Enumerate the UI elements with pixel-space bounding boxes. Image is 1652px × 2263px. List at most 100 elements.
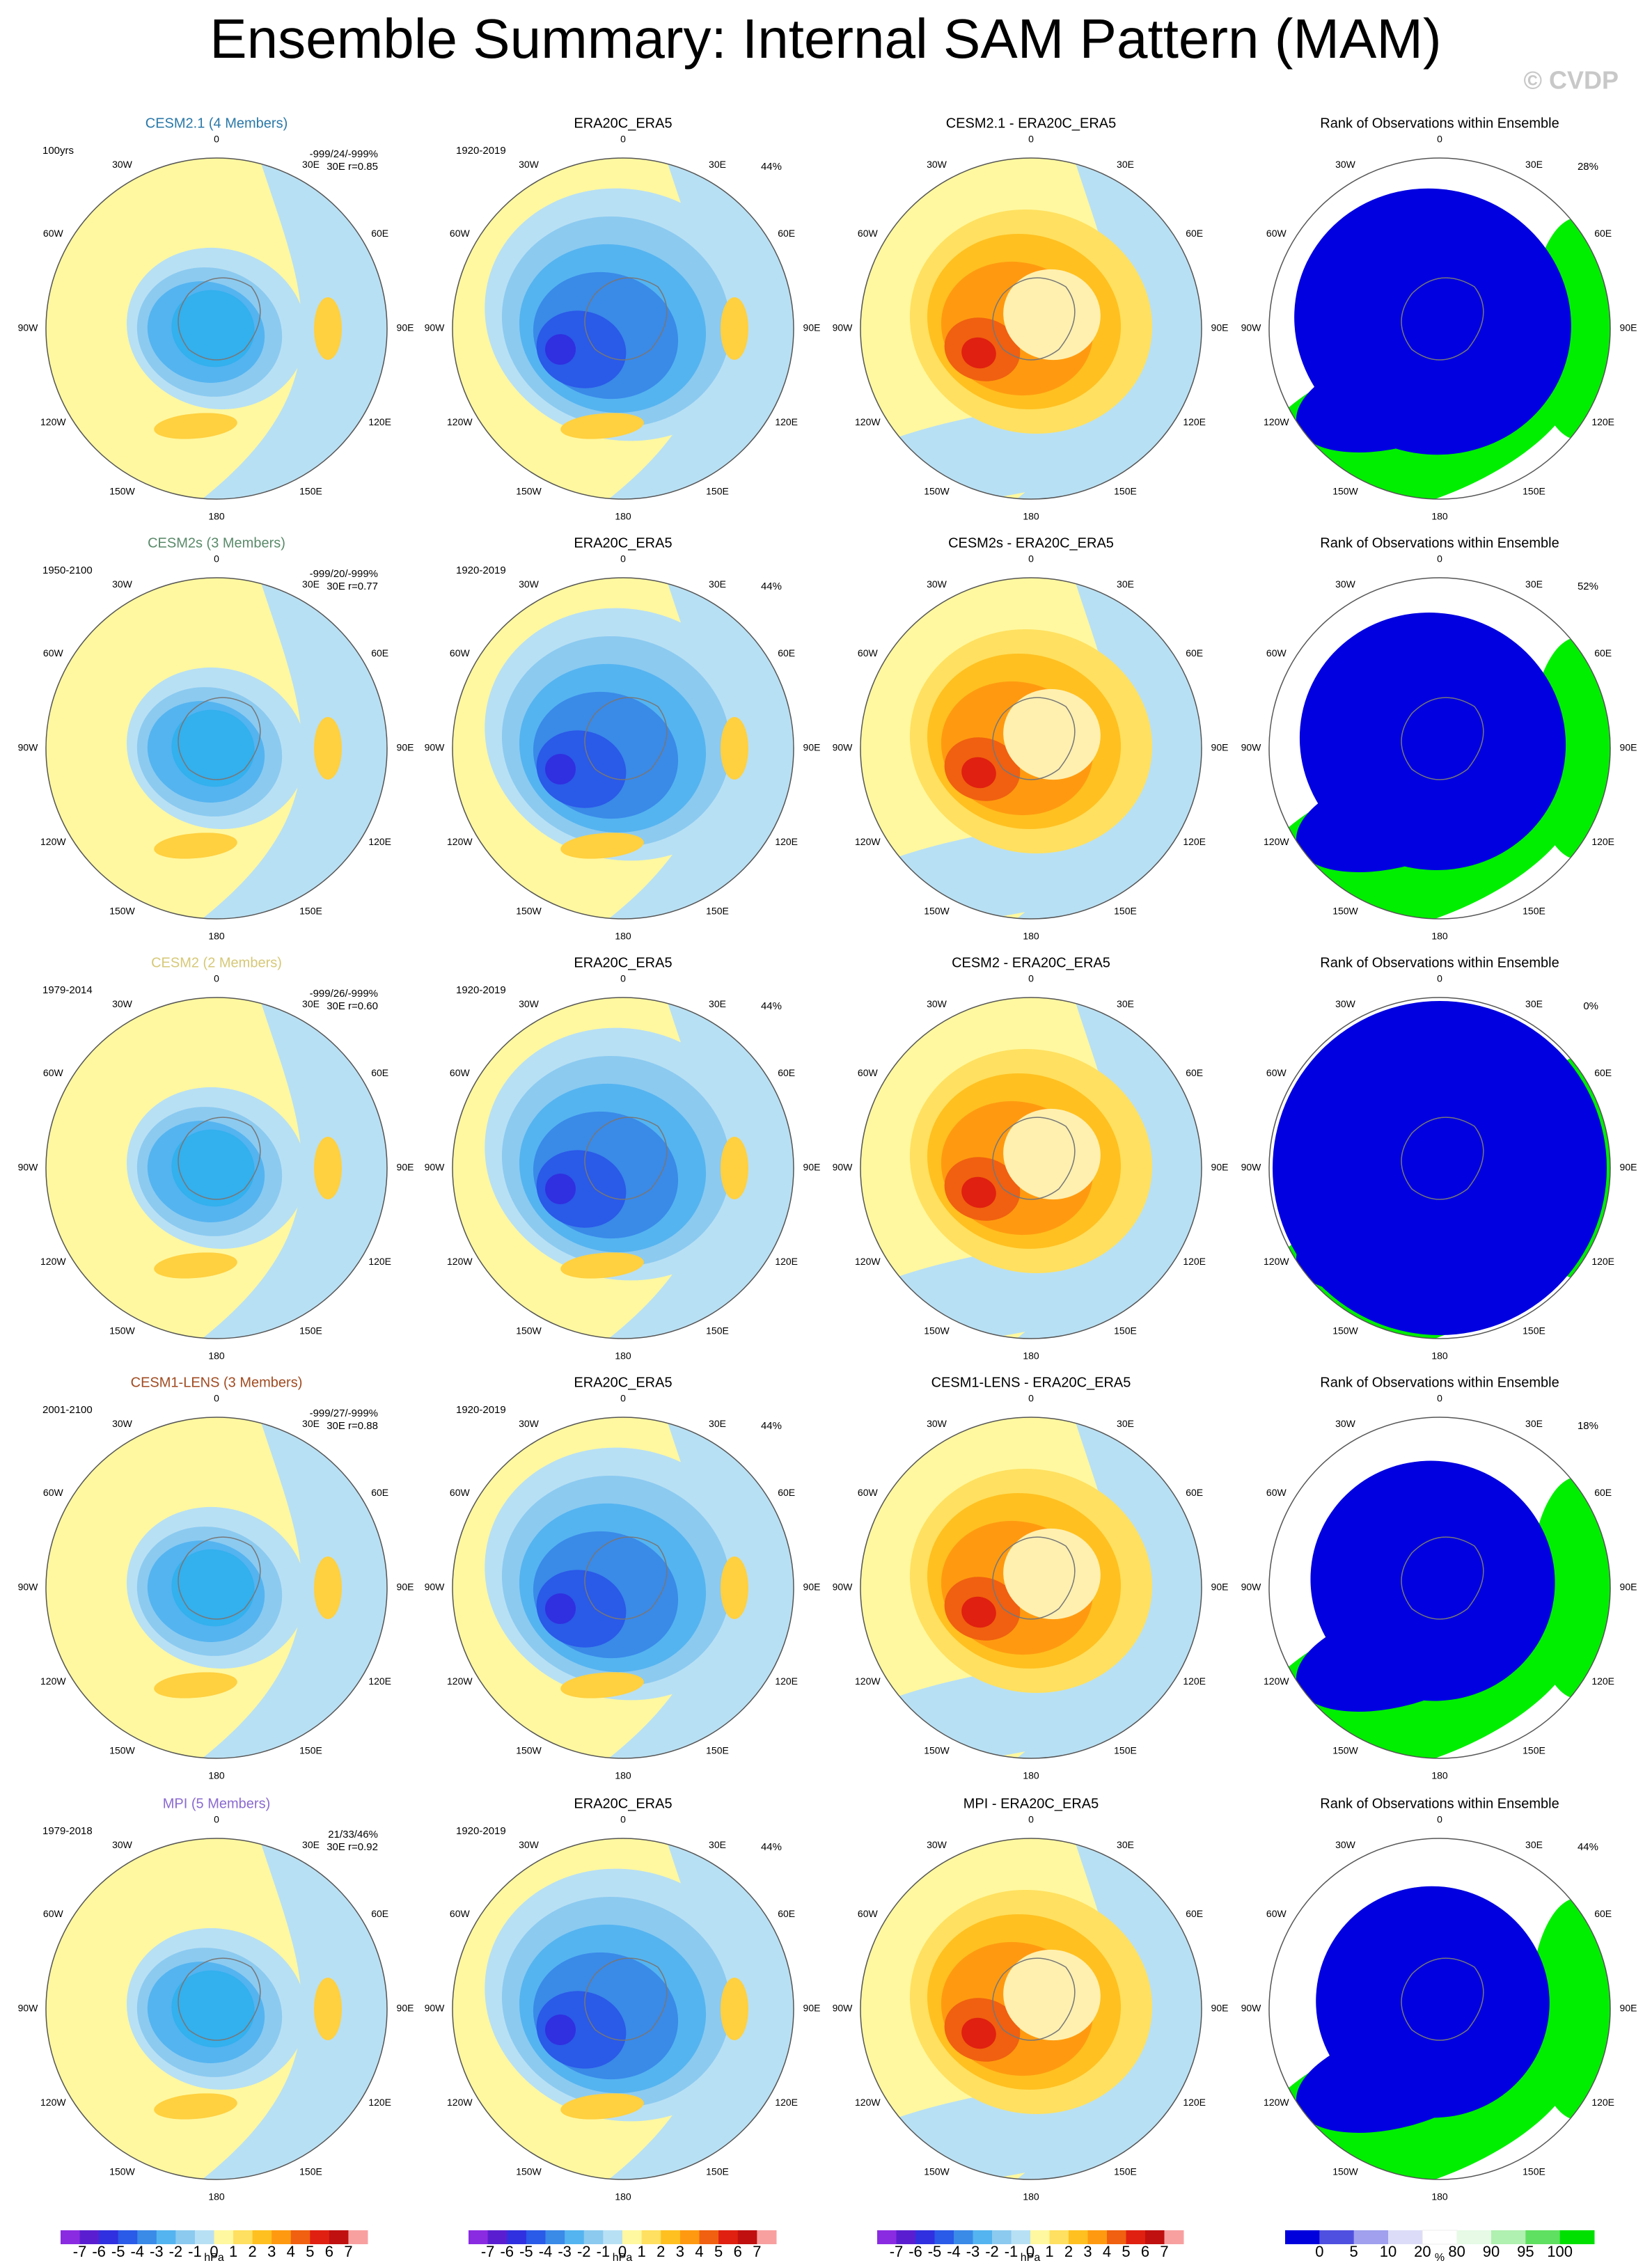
colorbar-label: -3	[150, 2243, 164, 2260]
longitude-label: 120E	[1183, 1256, 1206, 1267]
longitude-label: 120E	[1183, 836, 1206, 847]
longitude-label: 150E	[1523, 1325, 1545, 1336]
longitude-label: 120W	[1264, 1675, 1289, 1687]
longitude-label: 150W	[109, 905, 135, 916]
colorbar-box	[79, 2230, 100, 2244]
period-label: 2001-2100	[42, 1404, 93, 1416]
contour	[1003, 1949, 1101, 2041]
longitude-label: 120E	[368, 2097, 391, 2108]
contour	[545, 2014, 576, 2045]
colorbar-box	[507, 2230, 527, 2244]
colorbar-unit: hPa	[1021, 2252, 1041, 2263]
colorbar-label: 10	[1380, 2243, 1397, 2260]
colorbar-box	[61, 2230, 81, 2244]
longitude-label: 150W	[109, 1325, 135, 1336]
colorbar-label: 5	[1350, 2243, 1358, 2260]
contour	[595, 1838, 794, 2179]
colorbar-label: 3	[676, 2243, 684, 2260]
longitude-label: 90W	[833, 742, 853, 753]
colorbar-box	[603, 2230, 623, 2244]
colorbar-box	[757, 2230, 777, 2244]
map-border	[860, 1417, 1202, 1759]
longitude-label: 30E	[1117, 578, 1134, 590]
longitude-label: 0	[1028, 134, 1034, 145]
longitude-label: 30E	[1525, 998, 1543, 1009]
colorbar-box	[214, 2230, 234, 2244]
period-label: 1920-2019	[456, 565, 506, 576]
corr-label: 30E r=0.77	[327, 581, 378, 592]
contour	[595, 998, 794, 1339]
map-border	[1268, 997, 1611, 1339]
pct-label: 28%	[1578, 161, 1598, 173]
contour	[961, 2017, 996, 2049]
longitude-label: 30W	[927, 1839, 947, 1850]
colorbar-box	[290, 2230, 310, 2244]
contour	[961, 757, 996, 789]
contour	[961, 1176, 996, 1208]
coastline	[584, 1117, 668, 1200]
longitude-label: 90W	[833, 1162, 853, 1173]
contour	[171, 1129, 255, 1207]
contour	[1273, 1001, 1607, 1335]
longitude-label: 30W	[519, 998, 540, 1009]
longitude-label: 180	[1023, 1350, 1039, 1362]
longitude-label: 150E	[1523, 905, 1545, 916]
longitude-label: 120W	[447, 2097, 473, 2108]
colorbar-label: -1	[1005, 2243, 1018, 2260]
longitude-label: 0	[620, 973, 626, 984]
colorbar-label: 95	[1517, 2243, 1534, 2260]
longitude-label: 120W	[1264, 836, 1289, 847]
longitude-label: 60E	[1186, 1487, 1203, 1498]
contour	[595, 1417, 794, 1758]
longitude-label: 120E	[368, 1256, 391, 1267]
colorbar-label: 1	[638, 2243, 646, 2260]
contour	[545, 754, 576, 784]
longitude-label: 90E	[1211, 742, 1229, 753]
longitude-label: 120E	[1591, 416, 1614, 427]
longitude-label: 30E	[709, 1839, 726, 1850]
map	[1269, 158, 1610, 499]
period-label: 1920-2019	[456, 1825, 506, 1837]
colorbar-label: 7	[753, 2243, 761, 2260]
map-border	[1268, 1838, 1611, 2180]
longitude-label: 90E	[1211, 1582, 1229, 1593]
colorbar-box	[99, 2230, 119, 2244]
longitude-label: 0	[1437, 1814, 1442, 1825]
longitude-label: 180	[615, 1770, 631, 1781]
contour	[1003, 269, 1101, 361]
colorbar-unit: hPa	[613, 2252, 633, 2263]
longitude-label: 60W	[450, 1908, 471, 1919]
colorbar-label: 4	[1103, 2243, 1111, 2260]
longitude-label: 150W	[516, 1325, 542, 1336]
longitude-label: 60E	[371, 647, 388, 659]
colorbar-box	[137, 2230, 157, 2244]
colorbar-label: -4	[947, 2243, 961, 2260]
coastline	[992, 1117, 1076, 1200]
longitude-label: 30E	[709, 578, 726, 590]
colorbar-label: 7	[1160, 2243, 1168, 2260]
contour	[961, 1596, 996, 1628]
longitude-label: 150E	[1523, 1744, 1545, 1756]
colorbar-box	[118, 2230, 138, 2244]
colorbar-box	[272, 2230, 292, 2244]
colorbar-box	[1049, 2230, 1069, 2244]
longitude-label: 90W	[425, 2003, 446, 2014]
longitude-label: 30W	[519, 1418, 540, 1429]
colorbar-label: -2	[577, 2243, 591, 2260]
colorbar-label: -1	[188, 2243, 202, 2260]
longitude-label: 30W	[112, 578, 133, 590]
longitude-label: 30E	[1117, 998, 1134, 1009]
longitude-label: 60E	[371, 1067, 388, 1078]
contour	[171, 1970, 255, 2048]
colorbar-label: 4	[287, 2243, 295, 2260]
longitude-label: 180	[208, 1350, 225, 1362]
longitude-label: 30W	[519, 578, 540, 590]
colorbar-box	[194, 2230, 214, 2244]
contour	[545, 1174, 576, 1204]
longitude-label: 0	[1437, 553, 1442, 565]
longitude-label: 120E	[775, 1675, 798, 1687]
longitude-label: 30E	[1117, 1418, 1134, 1429]
longitude-label: 150W	[924, 2166, 950, 2177]
map-border	[45, 997, 388, 1339]
longitude-label: 90E	[1211, 1162, 1229, 1173]
